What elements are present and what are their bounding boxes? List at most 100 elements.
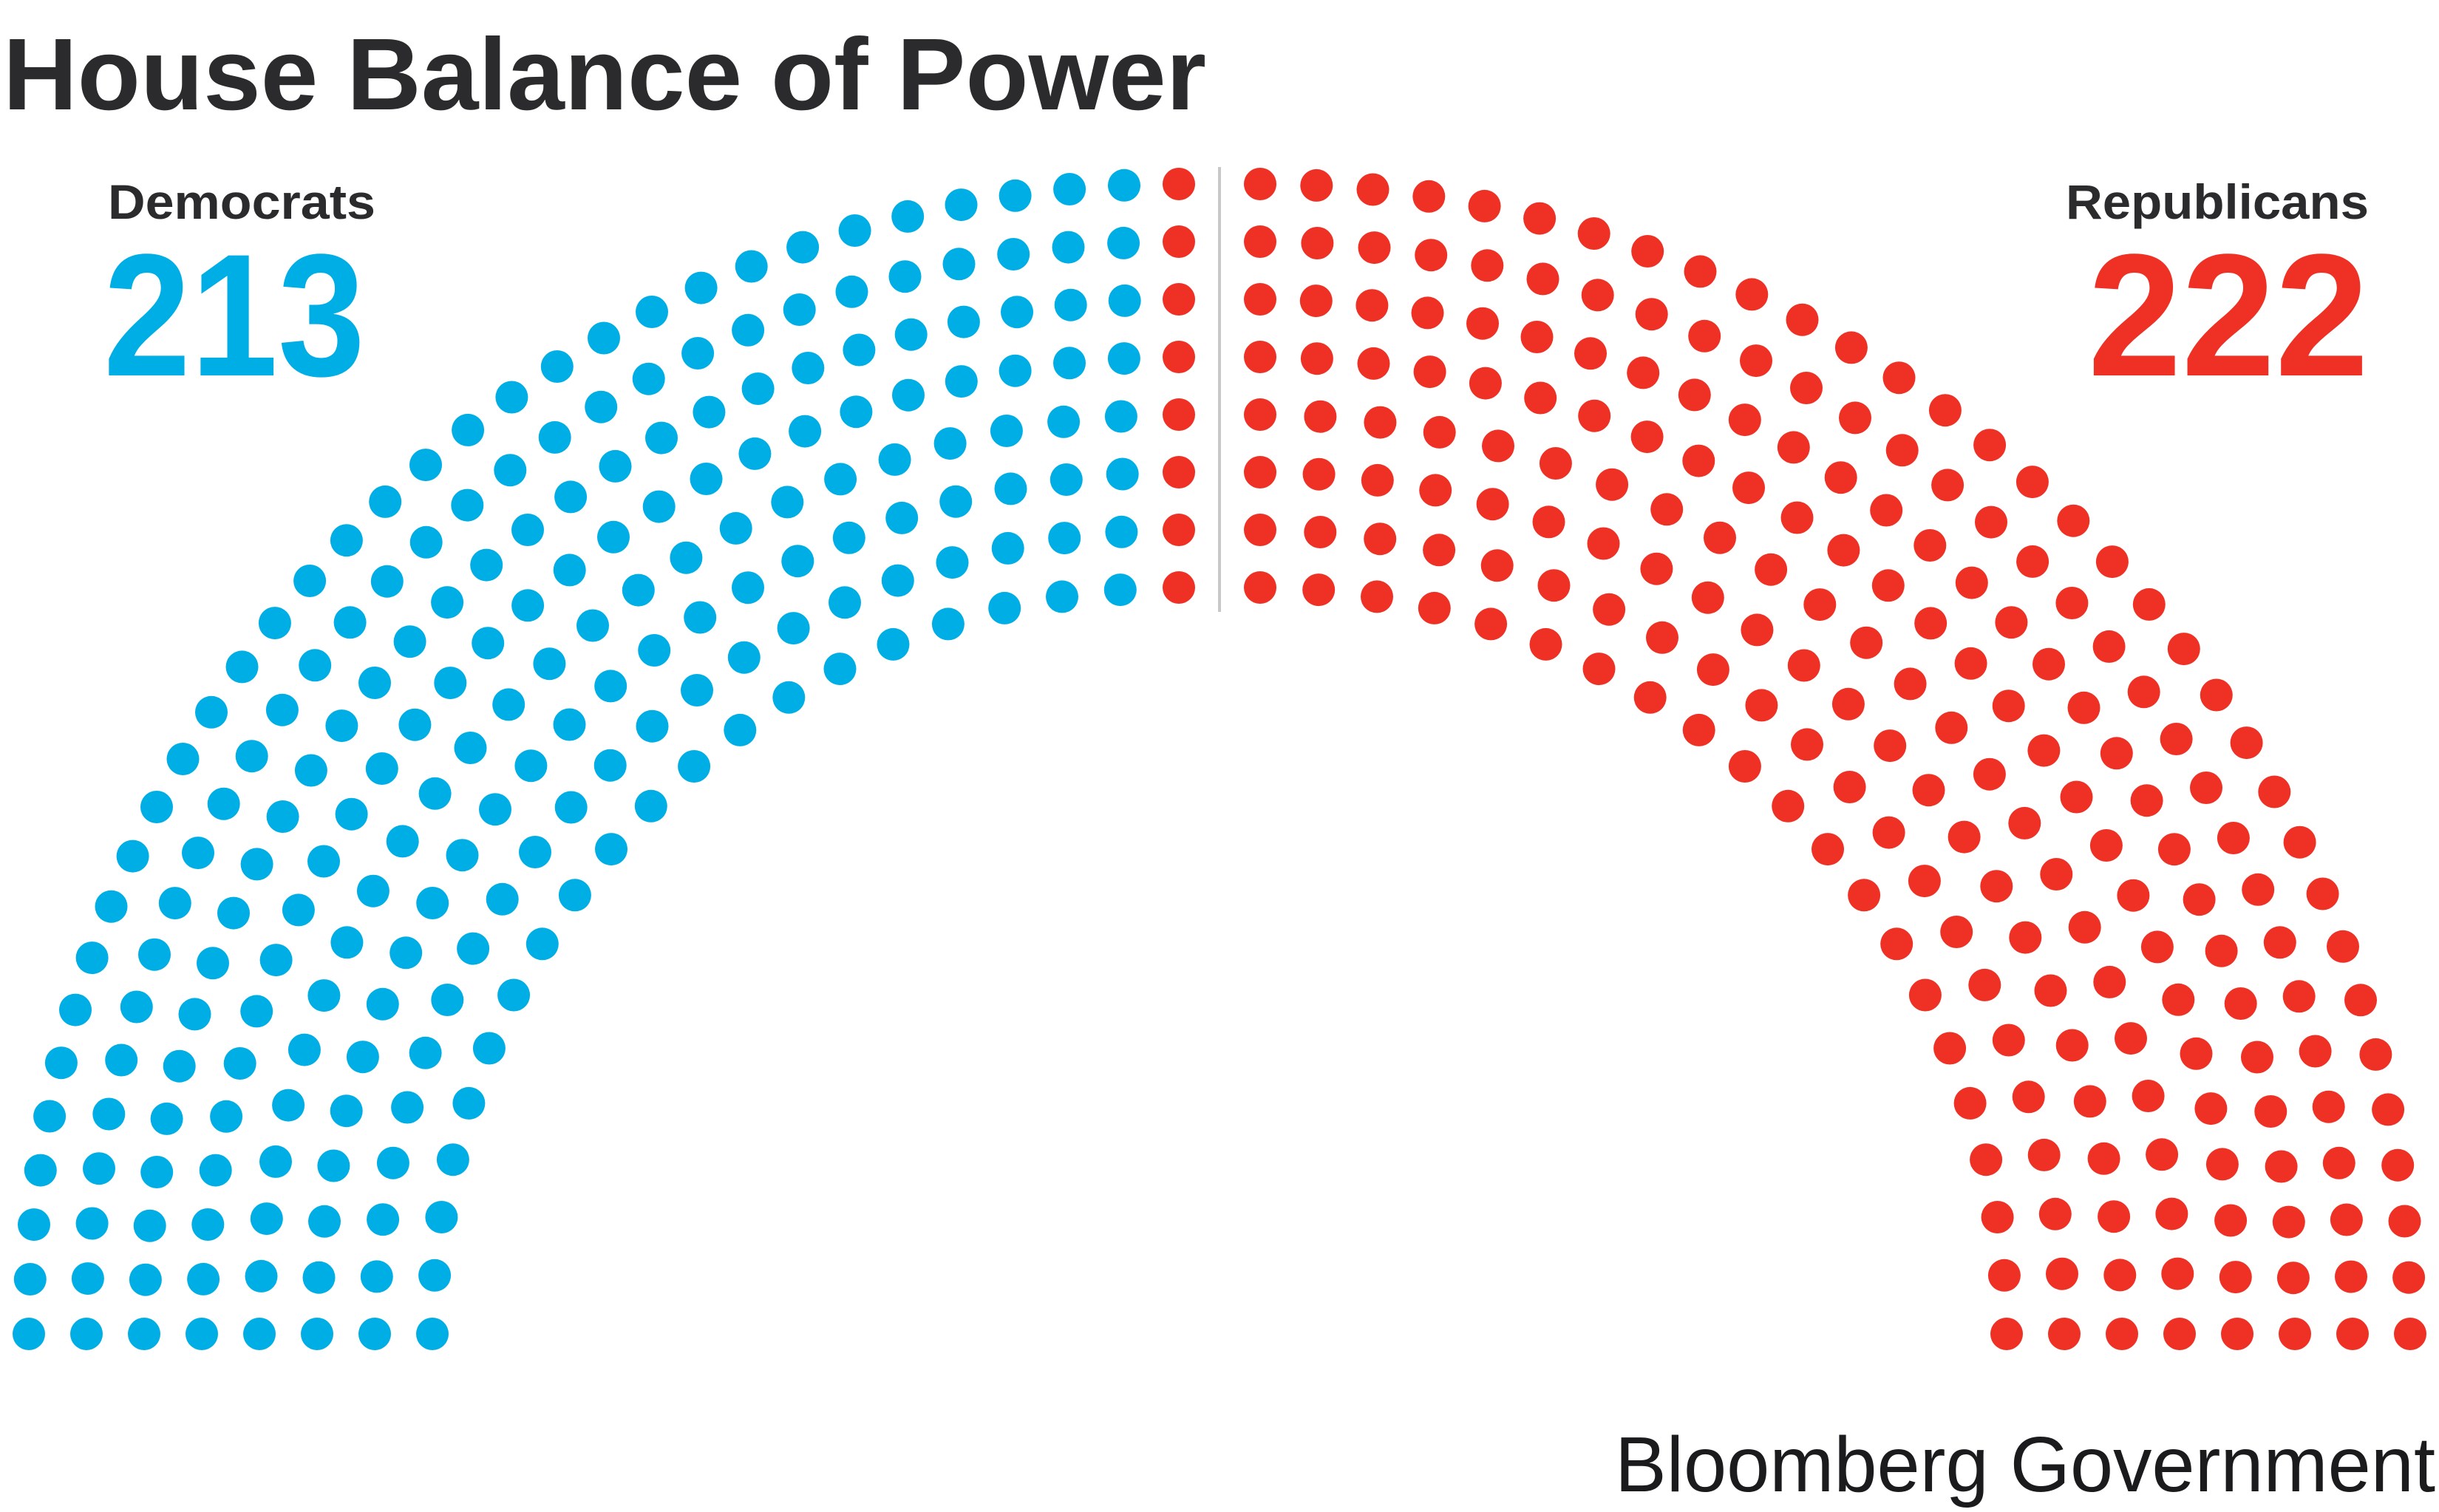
seat [1728,750,1761,783]
seat [370,565,404,598]
seat [1882,361,1916,395]
seat [2221,1318,2253,1350]
seat [2306,877,2339,910]
seat [634,789,667,823]
seat [217,896,250,930]
seat [514,749,548,783]
seat [1574,337,1607,370]
seat [235,740,268,773]
seat [945,365,978,398]
seat [2130,784,2163,817]
seat [18,1208,50,1242]
seat [588,321,620,355]
seat [786,231,820,264]
seat [1682,444,1715,477]
seat [781,545,814,578]
seat [358,1318,391,1350]
seat [732,313,765,347]
seat [1872,816,1905,849]
seat [988,591,1021,624]
seat [2060,780,2093,814]
seat [595,833,627,866]
seat [2040,858,2073,890]
seat [452,413,485,446]
seat [1955,566,1988,599]
seat [554,480,588,514]
seat [892,378,925,412]
seat [2183,883,2216,916]
seat [2132,588,2166,621]
seat [393,625,426,658]
seat [1973,757,2006,791]
seat [302,1261,336,1294]
seat [838,214,871,247]
seat [330,524,363,557]
seat [2344,984,2377,1017]
seat [1468,189,1501,222]
seat [1244,283,1276,316]
seat [2214,1204,2248,1237]
seat [330,926,364,959]
seat [425,1201,458,1233]
seat [2103,1259,2137,1292]
seat [1046,580,1078,613]
seat [990,415,1023,447]
seat [265,693,299,726]
seat [1630,420,1664,454]
seat [2359,1038,2392,1071]
seat [120,990,153,1024]
seat [307,845,340,878]
seat [1831,687,1865,721]
seat [1107,342,1140,375]
seat [638,634,671,667]
seat [2162,983,2195,1016]
seat [2157,833,2191,866]
seat [2276,1261,2310,1295]
seat [2163,1318,2196,1350]
seat [486,882,519,916]
seat [44,1046,78,1080]
seat [1482,429,1514,463]
seat [519,836,551,868]
seat [1052,231,1085,264]
seat [1244,225,1276,258]
seat [1908,978,1942,1012]
seat [116,840,149,873]
seat [1163,341,1195,373]
seat [409,1036,442,1069]
seat [454,732,487,764]
seat [140,1156,174,1188]
seat [1356,173,1389,206]
seat [1244,456,1276,488]
seat [416,887,449,919]
seat [1524,381,1557,415]
seat [434,667,467,700]
seat [2330,1203,2363,1236]
seat [2117,879,2150,912]
seat [1678,378,1711,412]
seat [945,188,978,222]
seat [727,641,761,674]
seat [1423,415,1456,449]
seat [225,650,259,684]
seat [307,979,341,1012]
seat [1691,581,1724,614]
seat [1635,298,1668,331]
seat [186,1318,218,1350]
seat [197,947,229,980]
seat [138,938,171,971]
seat [1108,168,1140,202]
seat [1419,474,1452,507]
seat [1103,573,1137,607]
seat [877,627,910,661]
seat [585,390,618,423]
seat [2200,678,2233,712]
seat [1054,288,1087,321]
seat [1163,168,1195,200]
seat [1476,488,1509,521]
seat [1300,342,1333,375]
seat [472,627,505,660]
seat [129,1263,162,1296]
seat [1928,394,1962,427]
seat [738,437,772,470]
